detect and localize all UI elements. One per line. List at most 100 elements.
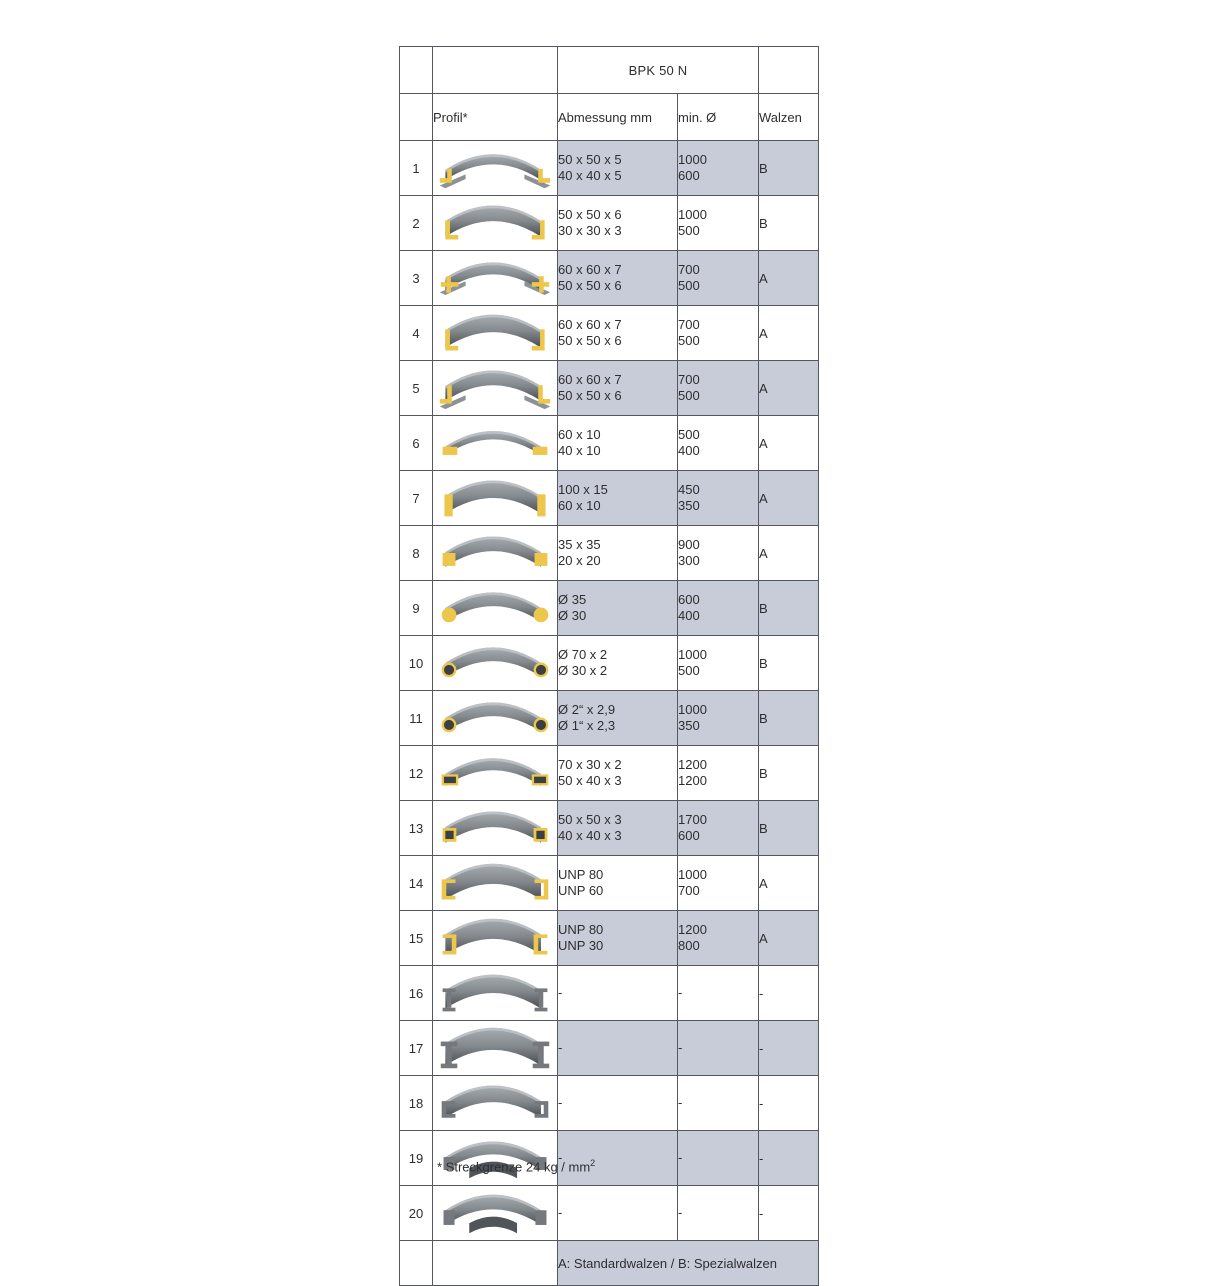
tee-flanges-out-icon bbox=[439, 262, 551, 296]
i-beam-wide-icon bbox=[440, 1027, 550, 1069]
table-row: 17 - - - bbox=[399, 1020, 819, 1076]
u-channel-legs-in-icon bbox=[442, 918, 548, 955]
min-diameter-cell: - bbox=[677, 1130, 759, 1186]
row-number: 20 bbox=[399, 1185, 433, 1241]
min-diameter-cell: 700 500 bbox=[677, 250, 759, 306]
footnote: * Streckgrenze 24 kg / mm2 bbox=[437, 1158, 595, 1174]
row-number: 3 bbox=[399, 250, 433, 306]
empty-cell bbox=[432, 1240, 558, 1286]
angle-legs-out-icon bbox=[439, 154, 551, 189]
profile-cell bbox=[432, 965, 558, 1021]
special-profile-deep-icon bbox=[443, 1194, 547, 1234]
abmessung-cell: Ø 2“ x 2,9 Ø 1“ x 2,3 bbox=[557, 690, 678, 746]
min-diameter-cell: 1000 500 bbox=[677, 195, 759, 251]
table-row: 2 50 x 50 x 6 30 x 30 x 3 1000 500 B bbox=[399, 195, 819, 251]
walzen-cell: A bbox=[758, 415, 819, 471]
abmessung-cell: 50 x 50 x 3 40 x 40 x 3 bbox=[557, 800, 678, 856]
abmessung-cell: 60 x 60 x 7 50 x 50 x 6 bbox=[557, 250, 678, 306]
min-diameter-cell: 1000 600 bbox=[677, 140, 759, 196]
walzen-cell: A bbox=[758, 910, 819, 966]
min-diameter-cell: 700 500 bbox=[677, 360, 759, 416]
row-number: 14 bbox=[399, 855, 433, 911]
min-diameter-cell: - bbox=[677, 965, 759, 1021]
table-row: 6 60 x 10 40 x 10 500 400 A bbox=[399, 415, 819, 471]
walzen-cell: B bbox=[758, 690, 819, 746]
walzen-cell: B bbox=[758, 580, 819, 636]
walzen-cell: B bbox=[758, 745, 819, 801]
row-number: 12 bbox=[399, 745, 433, 801]
table-row: 4 60 x 60 x 7 50 x 50 x 6 700 500 A bbox=[399, 305, 819, 361]
profile-cell bbox=[432, 415, 558, 471]
abmessung-cell: 50 x 50 x 5 40 x 40 x 5 bbox=[557, 140, 678, 196]
min-diameter-cell: 1200 800 bbox=[677, 910, 759, 966]
walzen-cell: B bbox=[758, 635, 819, 691]
row-number: 16 bbox=[399, 965, 433, 1021]
profile-cell bbox=[432, 800, 558, 856]
table-row: 12 70 x 30 x 2 50 x 40 x 3 1200 1200 B bbox=[399, 745, 819, 801]
walzen-cell: - bbox=[758, 1130, 819, 1186]
row-number: 17 bbox=[399, 1020, 433, 1076]
table-row: 11 Ø 2“ x 2,9 Ø 1“ x 2,3 1000 350 B bbox=[399, 690, 819, 746]
min-diameter-cell: 1000 500 bbox=[677, 635, 759, 691]
abmessung-cell: 50 x 50 x 6 30 x 30 x 3 bbox=[557, 195, 678, 251]
abmessung-cell: Ø 35 Ø 30 bbox=[557, 580, 678, 636]
row-number: 7 bbox=[399, 470, 433, 526]
walzen-cell: A bbox=[758, 855, 819, 911]
profile-cell bbox=[432, 1185, 558, 1241]
round-pipe-icon bbox=[441, 702, 549, 733]
abmessung-cell: - bbox=[557, 965, 678, 1021]
abmessung-cell: - bbox=[557, 1075, 678, 1131]
walzen-cell: B bbox=[758, 195, 819, 251]
footnote-text: * Streckgrenze 24 kg / mm bbox=[437, 1159, 591, 1175]
min-diameter-cell: 600 400 bbox=[677, 580, 759, 636]
profile-cell bbox=[432, 525, 558, 581]
row-number: 9 bbox=[399, 580, 433, 636]
table-row: 19 - - - bbox=[399, 1130, 819, 1186]
angle-deep-icon bbox=[445, 314, 545, 351]
walzen-legend: A: Standardwalzen / B: Spezialwalzen bbox=[557, 1240, 819, 1286]
table-row: 9 Ø 35 Ø 30 600 400 B bbox=[399, 580, 819, 636]
walzen-cell: - bbox=[758, 1075, 819, 1131]
profile-cell bbox=[432, 690, 558, 746]
table-row: 16 - - - bbox=[399, 965, 819, 1021]
profile-cell bbox=[432, 1020, 558, 1076]
abmessung-cell: 60 x 60 x 7 50 x 50 x 6 bbox=[557, 305, 678, 361]
empty-cell bbox=[399, 93, 433, 141]
channel-open-down-icon bbox=[441, 1085, 549, 1118]
min-diameter-cell: 1000 700 bbox=[677, 855, 759, 911]
row-number: 8 bbox=[399, 525, 433, 581]
row-number: 10 bbox=[399, 635, 433, 691]
angle-legs-in-icon bbox=[445, 205, 545, 240]
round-bar-icon bbox=[441, 592, 549, 623]
min-diameter-cell: - bbox=[677, 1075, 759, 1131]
profile-cell bbox=[432, 250, 558, 306]
min-diameter-cell: - bbox=[677, 1185, 759, 1241]
abmessung-cell: - bbox=[557, 1130, 678, 1186]
min-diameter-cell: 1200 1200 bbox=[677, 745, 759, 801]
table-row: 3 60 x 60 x 7 50 x 50 x 6 700 500 A bbox=[399, 250, 819, 306]
profile-cell bbox=[432, 855, 558, 911]
square-tube-icon bbox=[442, 811, 548, 843]
row-number: 4 bbox=[399, 305, 433, 361]
empty-cell bbox=[432, 46, 558, 94]
profile-cell bbox=[432, 745, 558, 801]
square-bar-icon bbox=[442, 536, 548, 567]
table-row: 8 35 x 35 20 x 20 900 300 A bbox=[399, 525, 819, 581]
legend-row: A: Standardwalzen / B: Spezialwalzen bbox=[399, 1240, 819, 1286]
min-diameter-cell: 500 400 bbox=[677, 415, 759, 471]
profile-cell bbox=[432, 360, 558, 416]
table-row: 20 - - - bbox=[399, 1185, 819, 1241]
profile-cell bbox=[432, 470, 558, 526]
table-row: 13 50 x 50 x 3 40 x 40 x 3 1700 600 B bbox=[399, 800, 819, 856]
abmessung-cell: - bbox=[557, 1185, 678, 1241]
profile-cell bbox=[432, 580, 558, 636]
flat-bar-easy-way-icon bbox=[442, 431, 548, 455]
min-diameter-cell: - bbox=[677, 1020, 759, 1076]
profile-spec-table: BPK 50 N Profil* Abmessung mm min. Ø Wal… bbox=[399, 46, 819, 1286]
walzen-cell: A bbox=[758, 360, 819, 416]
column-header-abmessung: Abmessung mm bbox=[557, 93, 678, 141]
min-diameter-cell: 1700 600 bbox=[677, 800, 759, 856]
rect-tube-icon bbox=[441, 758, 549, 786]
walzen-cell: B bbox=[758, 140, 819, 196]
